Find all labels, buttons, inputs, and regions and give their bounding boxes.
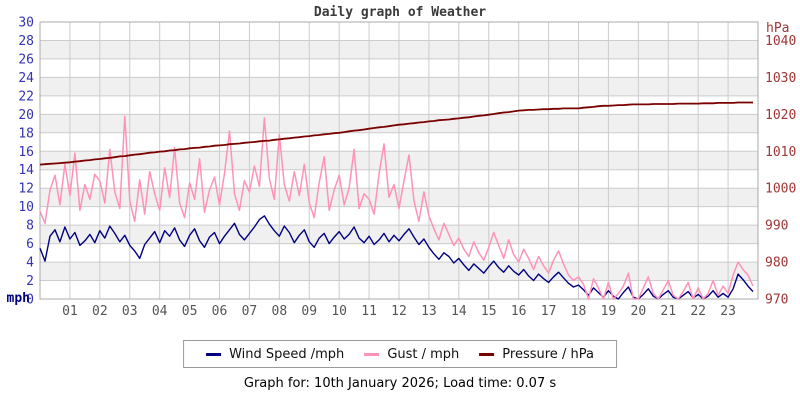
y-axis-left-tick-label: 16 [18,145,34,160]
y-axis-left-tick-label: 26 [18,52,34,67]
x-axis-tick-label: 11 [361,304,377,319]
x-axis-tick-label: 15 [481,304,497,319]
legend-item-gust: Gust / mph [364,346,459,364]
x-axis-tick-label: 19 [601,304,617,319]
x-axis-tick-label: 08 [272,304,288,319]
gust-legend-swatch [364,353,380,356]
y-axis-right-tick-label: 970 [765,293,788,308]
x-axis-tick-label: 06 [212,304,228,319]
y-axis-left-tick-label: 0 [26,293,34,308]
y-axis-left-tick-label: 30 [18,16,34,31]
x-axis-tick-label: 02 [92,304,108,319]
x-axis-tick-label: 05 [182,304,198,319]
x-axis-tick-label: 04 [152,304,168,319]
x-axis-tick-label: 23 [720,304,736,319]
y-axis-left-tick-label: 4 [26,256,34,271]
wind-speed-legend-label: Wind Speed /mph [229,346,345,362]
y-axis-left-tick-label: 2 [26,274,34,289]
y-axis-left-tick-label: 14 [18,163,34,178]
x-axis-tick-label: 07 [242,304,258,319]
y-axis-left-tick-label: 20 [18,108,34,123]
right-axis-unit-label: hPa [766,21,789,36]
x-axis-tick-label: 16 [511,304,527,319]
x-axis-tick-label: 20 [631,304,647,319]
chart-canvas: 0246810121416182022242628301040103010201… [7,16,797,320]
graph-caption: Graph for: 10th January 2026; Load time:… [243,376,557,391]
y-axis-left-tick-label: 24 [18,71,34,86]
x-axis-tick-label: 03 [122,304,138,319]
y-axis-right-tick-label: 990 [765,219,788,234]
x-axis-tick-label: 09 [301,304,317,319]
y-axis-right-tick-label: 1030 [765,71,796,86]
x-axis-tick-label: 17 [541,304,557,319]
x-axis-tick-label: 12 [391,304,407,319]
x-axis-tick-label: 14 [451,304,467,319]
y-axis-right-tick-label: 1040 [765,34,796,49]
gust-line [39,115,754,300]
x-axis-tick-label: 10 [331,304,347,319]
pressure-line [39,101,753,166]
legend-item-wind-speed: Wind Speed /mph [206,346,344,364]
y-axis-left-tick-label: 8 [26,219,34,234]
gust-legend-label: Gust / mph [387,346,460,362]
wind-speed-line [39,215,754,300]
y-axis-left-tick-label: 10 [18,200,34,215]
legend-item-pressure: Pressure / hPa [479,346,594,364]
y-axis-right-tick-label: 1010 [765,145,796,160]
y-axis-left-tick-label: 6 [26,237,34,252]
x-axis-tick-label: 01 [62,304,78,319]
y-axis-right-tick-label: 1020 [765,108,796,123]
x-axis-tick-label: 18 [571,304,587,319]
y-axis-right-tick-label: 1000 [765,182,796,197]
x-axis-tick-label: 13 [421,304,437,319]
y-axis-right-tick-label: 980 [765,256,788,271]
chart-title: Daily graph of Weather [313,5,487,20]
plot-border [39,21,759,300]
pressure-legend-label: Pressure / hPa [502,346,594,362]
x-axis-tick-label: 22 [690,304,706,319]
chart-legend: Wind Speed /mph Gust / mph Pressure / hPa [183,340,617,368]
y-axis-left-tick-label: 12 [18,182,34,197]
pressure-legend-swatch [479,353,495,356]
y-axis-left-tick-label: 18 [18,126,34,141]
x-axis-tick-label: 21 [660,304,676,319]
left-axis-unit-label: mph [7,291,30,306]
y-axis-left-tick-label: 22 [18,89,34,104]
wind-speed-legend-swatch [206,353,222,356]
y-axis-left-tick-label: 28 [18,34,34,49]
